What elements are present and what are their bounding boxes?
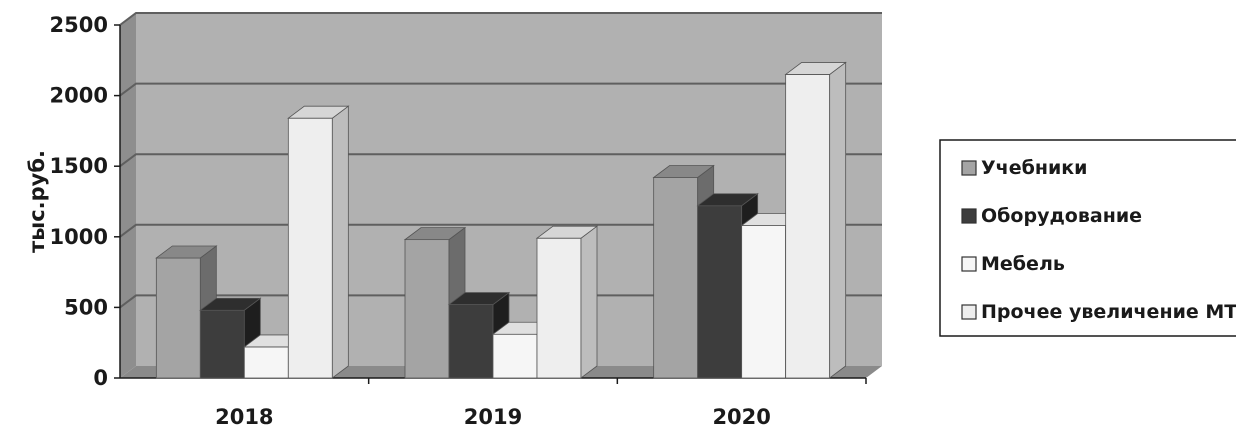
bar <box>536 237 582 379</box>
legend-swatch <box>961 160 977 176</box>
bar-top <box>652 165 715 178</box>
y-tick-label: 2000 <box>50 84 108 108</box>
bar <box>243 346 289 379</box>
bar <box>287 117 333 379</box>
y-tick-label: 0 <box>93 366 108 390</box>
bar-top <box>447 292 511 305</box>
gridline <box>119 12 882 26</box>
legend-swatch <box>961 256 977 272</box>
x-tick-label: 2018 <box>215 405 273 429</box>
side-wall <box>120 13 136 378</box>
bar <box>404 239 450 379</box>
y-tick-label: 2500 <box>50 13 108 37</box>
bar-top <box>696 193 759 207</box>
y-tick-label: 1500 <box>50 154 108 178</box>
x-tick-label: 2020 <box>712 405 770 429</box>
bar-top <box>199 297 262 311</box>
bar-top <box>403 227 467 241</box>
bar-top <box>535 225 599 239</box>
bar <box>448 304 494 379</box>
bar-side <box>580 225 598 379</box>
bar <box>653 177 699 379</box>
bar <box>492 333 538 379</box>
legend-swatch <box>961 208 977 224</box>
gridline <box>119 153 882 167</box>
bar-top <box>784 62 847 75</box>
bar <box>741 225 787 379</box>
gridline <box>119 223 882 238</box>
legend-label: Учебники <box>981 157 1088 179</box>
bar <box>155 257 201 379</box>
bar <box>697 205 743 379</box>
bar-top <box>155 245 218 259</box>
y-axis-label: тыс.руб. <box>25 150 49 253</box>
gridline <box>119 82 882 97</box>
legend <box>939 139 1236 337</box>
y-tick-label: 500 <box>64 295 108 319</box>
bar-top <box>287 105 350 119</box>
legend-swatch <box>961 304 977 320</box>
legend-label: Прочее увеличение МТБ <box>981 301 1236 323</box>
gridline <box>119 294 882 309</box>
legend-label: Мебель <box>981 253 1065 275</box>
bar <box>199 309 245 379</box>
bar <box>785 74 831 379</box>
legend-label: Оборудование <box>981 205 1142 227</box>
bar-side <box>829 61 847 379</box>
bar-side <box>331 105 349 379</box>
y-tick-label: 1000 <box>50 225 108 249</box>
x-tick-label: 2019 <box>464 405 522 429</box>
